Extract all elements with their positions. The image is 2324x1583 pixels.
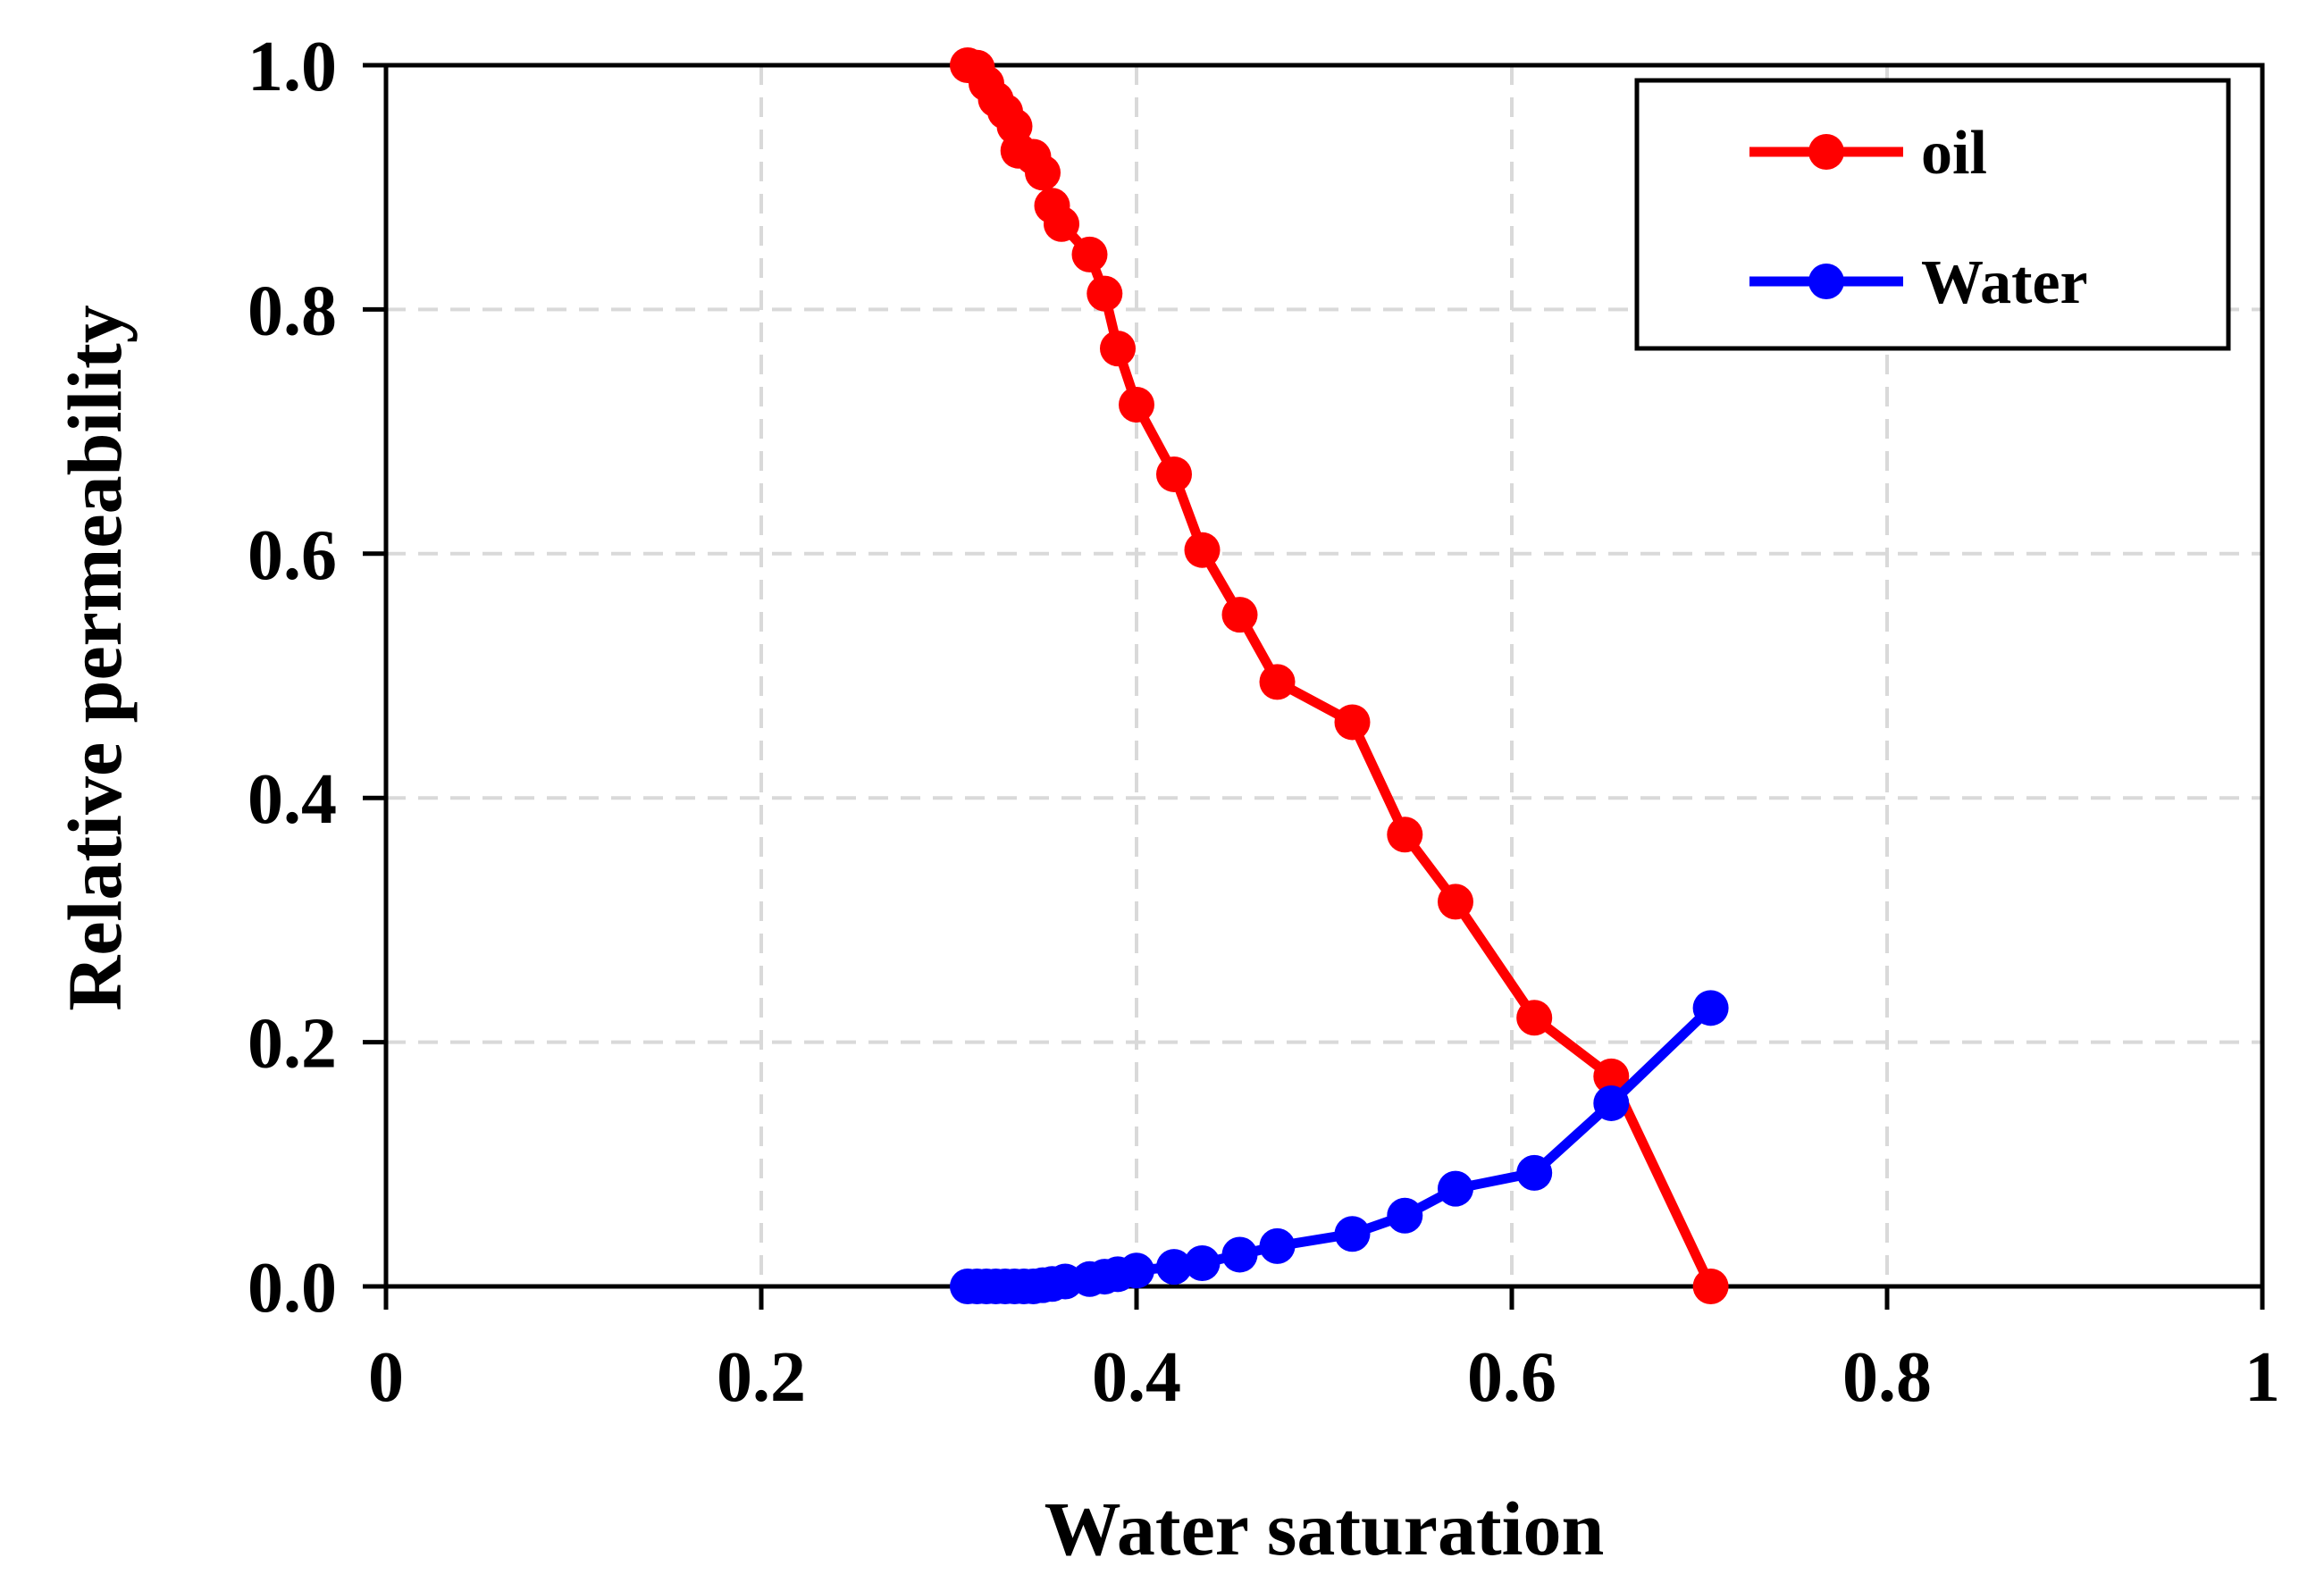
y-tick-label: 0.8 (248, 272, 337, 350)
x-tick-label: 1 (2244, 1338, 2280, 1417)
y-tick-label: 0.0 (248, 1249, 337, 1328)
series-oil-point (1100, 331, 1136, 367)
y-tick-label: 0.2 (248, 1005, 337, 1084)
legend-box (1634, 78, 2231, 351)
y-axis-title: Relative permeability (52, 305, 138, 1011)
series-oil-point (1119, 387, 1154, 423)
series-oil-point (1025, 155, 1061, 191)
series-water-point (1334, 1216, 1371, 1252)
series-water-point (1516, 1154, 1553, 1191)
series-water-point (1156, 1249, 1192, 1286)
y-tick-label: 0.4 (248, 760, 337, 839)
series-water-point (1259, 1227, 1296, 1264)
series-oil-point (1071, 236, 1108, 272)
series-water-point (1387, 1197, 1423, 1234)
series-water-point (1692, 990, 1729, 1026)
legend-water-marker (1808, 264, 1844, 299)
series-water-point (1221, 1236, 1258, 1273)
series-water-point (1438, 1170, 1473, 1207)
series-oil-point (1259, 664, 1296, 700)
series-oil-point (1438, 884, 1473, 920)
legend-item-oil: oil (1749, 119, 1987, 188)
series-water-point (1593, 1085, 1630, 1121)
x-axis-title: Water saturation (1045, 1486, 1605, 1571)
series-oil-point (1593, 1058, 1630, 1094)
series-oil-point (1221, 597, 1258, 633)
x-tick-label: 0.2 (717, 1338, 806, 1417)
plot-area-frame (383, 63, 2265, 1289)
legend-item-water: Water (1749, 248, 2088, 317)
legend-water-label: Water (1921, 248, 2088, 317)
series-water (950, 990, 1729, 1304)
x-tick-label: 0.6 (1467, 1338, 1556, 1417)
y-tick-label: 0.6 (248, 516, 337, 595)
series-oil-point (1184, 532, 1221, 568)
series-layer (950, 47, 1729, 1304)
legend-oil-label: oil (1921, 119, 1987, 188)
x-tick-label: 0 (368, 1338, 404, 1417)
x-tick-label: 0.8 (1842, 1338, 1932, 1417)
series-oil-point (1387, 817, 1423, 853)
x-tick-label: 0.4 (1092, 1338, 1181, 1417)
legend: oil Water (1634, 78, 2231, 351)
axes: 0 0.2 0.4 0.6 0.8 1 0.0 0.2 0.4 0.6 0.8 1.0 (248, 28, 2280, 1417)
y-tick-label: 1.0 (248, 28, 337, 106)
series-oil-point (1692, 1269, 1729, 1304)
series-oil-point (1156, 456, 1192, 492)
series-oil-point (1334, 704, 1371, 741)
series-oil-point (1086, 275, 1123, 312)
series-water-point (1119, 1252, 1154, 1289)
legend-oil-marker (1808, 134, 1844, 170)
series-oil (950, 47, 1729, 1304)
series-water-point (1184, 1245, 1221, 1282)
series-oil-point (1044, 205, 1079, 242)
series-oil-point (1516, 1000, 1553, 1036)
